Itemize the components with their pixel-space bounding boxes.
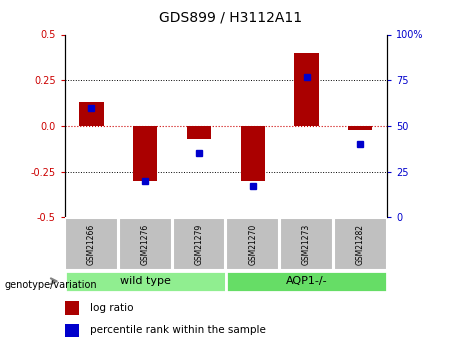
Bar xyxy=(226,218,279,270)
Bar xyxy=(226,271,387,292)
Text: GSM21276: GSM21276 xyxy=(141,224,150,265)
Text: log ratio: log ratio xyxy=(90,303,134,313)
Text: wild type: wild type xyxy=(120,276,171,286)
Text: GSM21273: GSM21273 xyxy=(302,224,311,265)
Bar xyxy=(334,218,387,270)
Bar xyxy=(65,324,79,337)
Text: genotype/variation: genotype/variation xyxy=(5,280,97,289)
Text: GSM21266: GSM21266 xyxy=(87,224,96,265)
Bar xyxy=(348,126,372,130)
Text: percentile rank within the sample: percentile rank within the sample xyxy=(90,325,266,335)
Bar xyxy=(79,102,104,126)
Bar xyxy=(65,218,118,270)
Text: GSM21282: GSM21282 xyxy=(356,224,365,265)
Bar xyxy=(65,301,79,315)
Text: GSM21270: GSM21270 xyxy=(248,224,257,265)
Bar xyxy=(280,218,333,270)
Text: AQP1-/-: AQP1-/- xyxy=(286,276,327,286)
Bar xyxy=(65,271,226,292)
Bar xyxy=(241,126,265,181)
Bar xyxy=(119,218,171,270)
Bar xyxy=(187,126,211,139)
Bar xyxy=(295,53,319,126)
Bar xyxy=(172,218,225,270)
Text: GSM21279: GSM21279 xyxy=(195,224,203,265)
Bar xyxy=(133,126,157,181)
Text: GDS899 / H3112A11: GDS899 / H3112A11 xyxy=(159,10,302,24)
